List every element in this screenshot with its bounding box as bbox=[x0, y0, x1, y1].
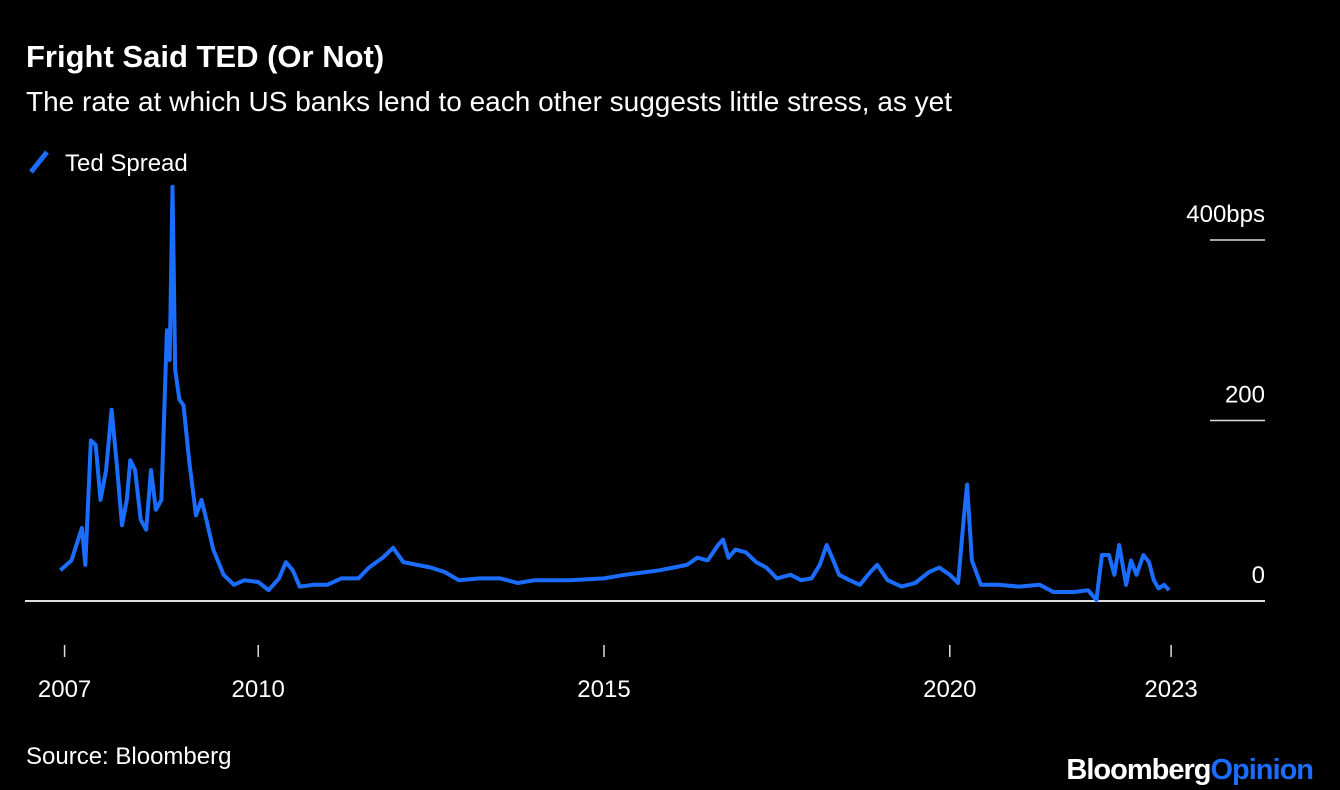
legend-label: Ted Spread bbox=[65, 150, 188, 177]
x-tick-label: 2010 bbox=[232, 676, 285, 703]
line-series bbox=[59, 184, 1171, 603]
source: Source: Bloomberg bbox=[26, 743, 231, 770]
y-tick-label: 400bps bbox=[1186, 201, 1265, 228]
x-tick-label: 2020 bbox=[923, 676, 976, 703]
legend-swatch bbox=[29, 150, 49, 174]
y-tick-label: 0 bbox=[1252, 562, 1265, 589]
y-tick-label: 200 bbox=[1225, 382, 1265, 409]
x-tick-label: 2023 bbox=[1144, 676, 1197, 703]
x-tick-label: 2007 bbox=[38, 676, 91, 703]
brand: BloombergOpinion bbox=[1066, 754, 1313, 786]
brand-name: Bloomberg bbox=[1066, 754, 1210, 786]
x-tick-label: 2015 bbox=[577, 676, 630, 703]
chart-title: Fright Said TED (Or Not) bbox=[26, 39, 384, 74]
chart-subtitle: The rate at which US banks lend to each … bbox=[26, 86, 952, 117]
brand-suffix: Opinion bbox=[1210, 754, 1313, 786]
